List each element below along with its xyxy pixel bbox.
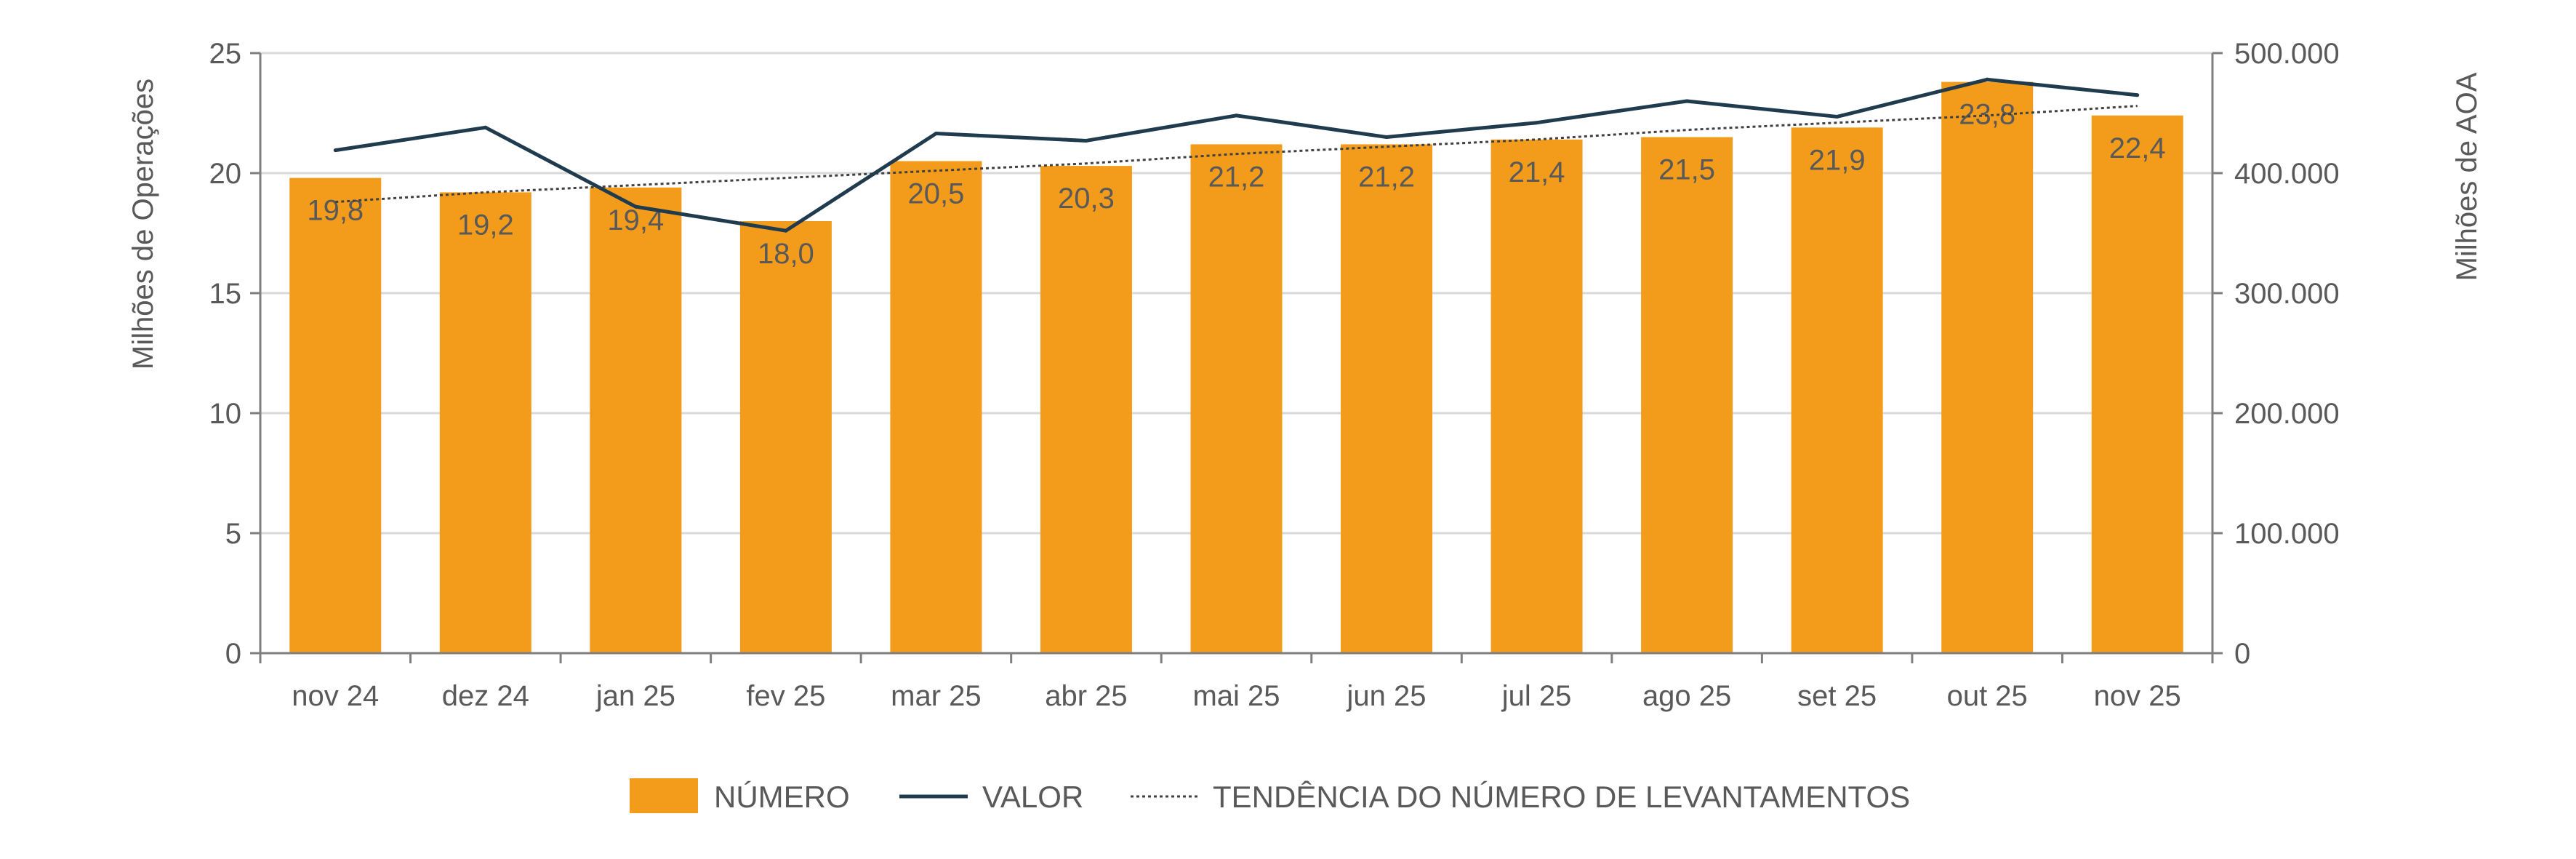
y-tick-label-right: 300.000 — [2234, 278, 2340, 310]
bar — [590, 187, 682, 653]
valor-point — [1084, 138, 1088, 143]
y-tick-label-left: 15 — [209, 278, 242, 310]
y-tick-label-left: 25 — [209, 38, 242, 70]
legend: NÚMERO VALOR TENDÊNCIA DO NÚMERO DE LEVA… — [630, 778, 1910, 814]
y-tick-label-left: 10 — [209, 398, 242, 430]
axes — [250, 52, 2223, 663]
bar-series — [289, 81, 2183, 654]
bar — [439, 192, 531, 653]
x-tick-label: jun 25 — [1347, 680, 1427, 712]
y-tick-label-left: 5 — [225, 518, 241, 550]
bar-data-label: 19,2 — [457, 209, 514, 241]
y-axis-title-left: Milhões de Operações — [127, 79, 159, 369]
bar — [890, 161, 982, 653]
bar-data-label: 22,4 — [2109, 132, 2166, 164]
bar — [289, 177, 382, 654]
legend-label-numero: NÚMERO — [714, 780, 850, 814]
bar-data-label: 20,3 — [1058, 183, 1115, 215]
bar — [1190, 144, 1283, 653]
data-labels: 19,8 19,2 19,418,020,5 20,321,2 21,2 21,4 21,5… — [307, 99, 2165, 270]
valor-point — [333, 148, 337, 153]
x-tick-label: mar 25 — [891, 680, 982, 712]
legend-label-tendencia: TENDÊNCIA DO NÚMERO DE LEVANTAMENTOS — [1213, 780, 1910, 814]
bar — [1490, 139, 1583, 654]
valor-point — [483, 125, 488, 129]
valor-point — [1835, 114, 1839, 119]
x-tick-label: nov 25 — [2094, 680, 2181, 712]
bar-data-label: 21,4 — [1509, 156, 1565, 188]
bar — [1641, 137, 1733, 653]
bar — [1941, 81, 2034, 654]
bar-data-label: 21,9 — [1809, 144, 1866, 176]
y-tick-label-right: 500.000 — [2234, 38, 2340, 70]
bar — [1040, 166, 1132, 654]
legend-swatch-numero — [630, 778, 698, 813]
bar-data-label: 21,5 — [1658, 154, 1715, 186]
bar — [2091, 115, 2183, 654]
y-tick-label-right: 0 — [2234, 638, 2250, 670]
x-tick-label: abr 25 — [1045, 680, 1127, 712]
y-axis-title-right: Milhões de AOA — [2451, 72, 2483, 281]
bar-data-label: 21,2 — [1358, 161, 1415, 193]
y-tick-label-right: 400.000 — [2234, 158, 2340, 190]
bar — [1791, 127, 1883, 654]
line-series — [333, 77, 2140, 233]
valor-point — [1384, 135, 1389, 139]
valor-point — [934, 132, 938, 136]
y-tick-label-left: 20 — [209, 158, 242, 190]
bar-data-label: 18,0 — [758, 238, 814, 270]
x-tick-label: fev 25 — [746, 680, 825, 712]
trend-line — [335, 105, 2138, 204]
x-tick-label: dez 24 — [442, 680, 529, 712]
x-tick-label: jan 25 — [595, 680, 675, 712]
tick-labels: 0 5 10 15 20 25 0 100.000 200.000 300.000 400.000 5… — [209, 38, 2340, 712]
valor-point — [1535, 121, 1539, 125]
valor-point — [633, 204, 638, 209]
bar-data-label: 21,2 — [1208, 161, 1265, 193]
x-tick-label: out 25 — [1947, 680, 2028, 712]
y-tick-label-right: 200.000 — [2234, 398, 2340, 430]
legend-label-valor: VALOR — [982, 780, 1083, 814]
valor-point — [1985, 77, 1989, 81]
x-tick-label: nov 24 — [292, 680, 379, 712]
valor-point — [784, 228, 788, 233]
y-tick-label-right: 100.000 — [2234, 518, 2340, 550]
x-tick-label: ago 25 — [1642, 680, 1731, 712]
x-tick-label: jul 25 — [1501, 680, 1572, 712]
bar — [1341, 144, 1433, 653]
bar-data-label: 20,5 — [907, 178, 964, 210]
bar — [739, 221, 832, 653]
x-tick-label: mai 25 — [1192, 680, 1280, 712]
valor-point — [1235, 113, 1238, 118]
y-tick-label-left: 0 — [225, 638, 241, 670]
bar-data-label: 19,8 — [307, 195, 364, 227]
valor-point — [1685, 99, 1689, 103]
x-tick-label: set 25 — [1797, 680, 1877, 712]
valor-point — [2135, 93, 2140, 97]
